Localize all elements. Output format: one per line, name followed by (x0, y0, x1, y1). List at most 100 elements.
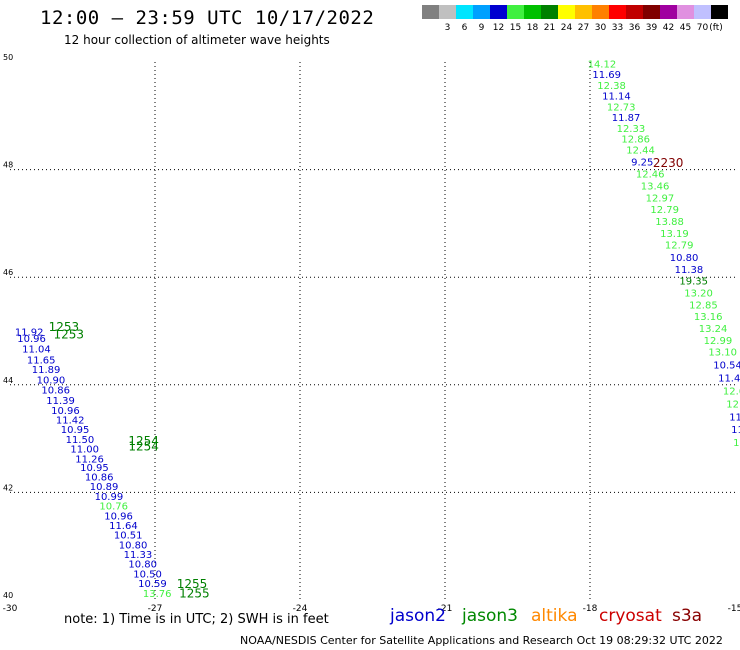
wave-height-label: 13.46 (641, 182, 670, 193)
wave-height-label: 12.73 (607, 102, 636, 113)
wave-height-label: 12.79 (665, 241, 694, 252)
wave-height-label: 11.00 (70, 445, 99, 456)
legend-label: 18 (527, 23, 539, 33)
time-label: 1255 (179, 586, 210, 600)
legend-swatch (711, 5, 728, 19)
legend-label: 15 (510, 23, 521, 33)
legend-swatch (439, 5, 456, 19)
footer-credit: NOAA/NESDIS Center for Satellite Applica… (240, 634, 723, 647)
wave-height-label: 11.43 (718, 374, 740, 385)
y-tick-label: 50 (3, 53, 13, 62)
wave-height-label: 10.96 (17, 334, 46, 345)
y-tick-label: 40 (3, 591, 13, 600)
wave-height-label: 11.42 (56, 416, 85, 427)
wave-height-label: 10.95 (61, 425, 90, 436)
legend-label: 42 (663, 23, 674, 33)
legend-swatch (660, 5, 677, 19)
x-tick-label: -24 (293, 604, 308, 614)
wave-height-label: 10.80 (128, 560, 157, 571)
time-label: 1254 (128, 434, 159, 448)
wave-height-label: 10.96 (104, 511, 133, 522)
wave-height-label: 11.69 (592, 70, 621, 81)
wave-height-label: 11.04 (22, 345, 51, 356)
wave-height-label: 11. (729, 412, 740, 423)
time-label: 1253 (54, 328, 85, 342)
legend-swatch (592, 5, 609, 19)
wave-height-label: 11.64 (109, 521, 138, 532)
wave-height-label: 10.54 (713, 361, 740, 372)
x-tick-label: -18 (583, 604, 598, 614)
legend-swatch (524, 5, 541, 19)
satellite-altika: altika (531, 606, 578, 626)
wave-height-label: 13.76 (143, 589, 172, 600)
color-legend: 3 6 9 12 15 18 21 24 27 30 33 36 39 42 45 70 (ft) (422, 5, 728, 33)
data-points: 14.1211.6912.3811.1412.7311.8712.3312.86… (15, 59, 740, 599)
wave-height-label: 10.86 (85, 473, 114, 484)
wave-height-label: 11 (731, 425, 740, 436)
legend-swatch (473, 5, 490, 19)
wave-height-label: 11.33 (124, 550, 153, 561)
legend-label: 39 (646, 23, 658, 33)
wave-height-label: 14.12 (588, 59, 617, 70)
legend-swatch (694, 5, 711, 19)
wave-height-label: 12.4 (726, 399, 740, 410)
wave-height-label: 10.80 (670, 253, 699, 264)
wave-height-label: 10.51 (114, 531, 143, 542)
wave-height-label: 13.16 (694, 312, 723, 323)
wave-height-label: 11.39 (46, 396, 75, 407)
y-tick-label: 46 (3, 268, 13, 277)
legend-swatch (456, 5, 473, 19)
chart-title: 12:00 – 23:59 UTC 10/17/2022 (40, 7, 375, 29)
wave-height-label: 11.65 (27, 355, 56, 366)
legend-label: 24 (561, 23, 573, 33)
y-tick-label: 48 (3, 161, 13, 170)
wave-height-label: 10.96 (51, 406, 80, 417)
wave-height-label: 9.25 (631, 157, 653, 168)
wave-height-label: 12.85 (689, 300, 718, 311)
wave-height-label: 13.20 (684, 289, 713, 300)
wave-height-label: 1 (733, 438, 739, 449)
wave-height-label: 13.24 (699, 324, 728, 335)
wave-height-label: 11.26 (75, 454, 104, 465)
wave-height-label: 11.92 (15, 327, 44, 338)
legend-label: 70 (697, 23, 709, 33)
satellite-cryosat: cryosat (599, 606, 662, 626)
wave-height-label: 10.76 (99, 502, 128, 513)
legend-label: 45 (680, 23, 691, 33)
axis-ticks: -30 -27 -24 -21 -18 -15 40 42 44 46 48 50 (3, 53, 740, 614)
time-label: 1254 (128, 439, 159, 453)
legend-swatch (507, 5, 524, 19)
wave-height-label: 10.50 (133, 569, 162, 580)
chart-subtitle: 12 hour collection of altimeter wave hei… (64, 33, 330, 47)
wave-height-label: 11.87 (612, 113, 641, 124)
legend-swatch (643, 5, 660, 19)
wave-height-label: 12.6 (723, 386, 740, 397)
y-tick-label: 42 (3, 483, 13, 492)
wave-height-label: 10.99 (95, 492, 124, 503)
legend-swatch (541, 5, 558, 19)
wave-height-label: 11.14 (602, 92, 631, 103)
legend-label: 9 (479, 23, 485, 33)
time-label: 1253 (49, 320, 80, 334)
legend-label: 12 (493, 23, 504, 33)
wave-height-label: 13.10 (708, 348, 737, 359)
legend-label: 36 (629, 23, 641, 33)
legend-label: 33 (612, 23, 623, 33)
legend-swatch (626, 5, 643, 19)
wave-height-label: 11.89 (32, 365, 61, 376)
wave-height-label: 13.88 (655, 217, 684, 228)
x-tick-label: -15 (728, 604, 740, 614)
wave-height-label: 12.97 (646, 193, 675, 204)
satellite-s3a: s3a (672, 606, 703, 626)
satellite-jason3: jason3 (462, 606, 518, 626)
x-tick-label: -27 (148, 604, 163, 614)
legend-label: 3 (445, 23, 451, 33)
wave-height-label: 10.86 (41, 385, 70, 396)
wave-height-label: 12.33 (617, 124, 646, 135)
legend-label: 30 (595, 23, 607, 33)
wave-height-label: 12.79 (650, 205, 679, 216)
wave-height-label: 10.59 (138, 579, 167, 590)
legend-swatch (558, 5, 575, 19)
